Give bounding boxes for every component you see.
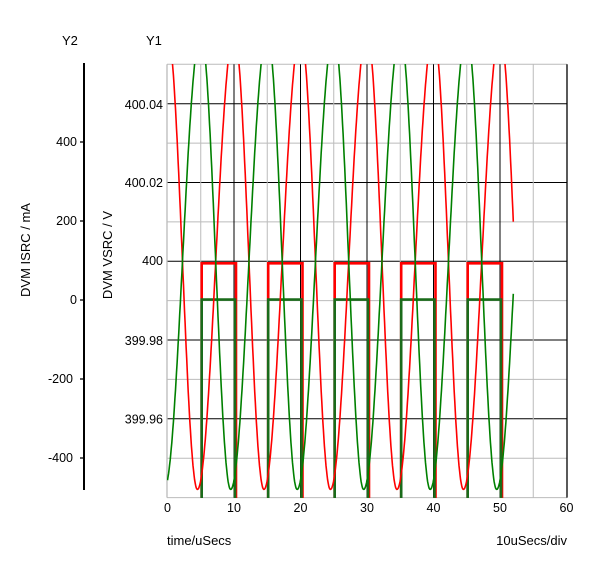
svg-text:30: 30 <box>360 501 374 515</box>
svg-text:200: 200 <box>56 214 77 228</box>
svg-text:400.04: 400.04 <box>125 98 163 112</box>
svg-text:0: 0 <box>70 293 77 307</box>
svg-text:10: 10 <box>227 501 241 515</box>
svg-text:20: 20 <box>294 501 308 515</box>
svg-text:400.02: 400.02 <box>125 176 163 190</box>
svg-text:-200: -200 <box>48 372 73 386</box>
svg-text:0: 0 <box>164 501 171 515</box>
svg-text:40: 40 <box>427 501 441 515</box>
svg-text:400: 400 <box>56 135 77 149</box>
svg-text:400: 400 <box>142 254 163 268</box>
svg-text:399.96: 399.96 <box>125 413 163 427</box>
svg-text:50: 50 <box>493 501 507 515</box>
svg-text:-400: -400 <box>48 451 73 465</box>
svg-text:399.98: 399.98 <box>125 334 163 348</box>
svg-text:60: 60 <box>560 501 574 515</box>
